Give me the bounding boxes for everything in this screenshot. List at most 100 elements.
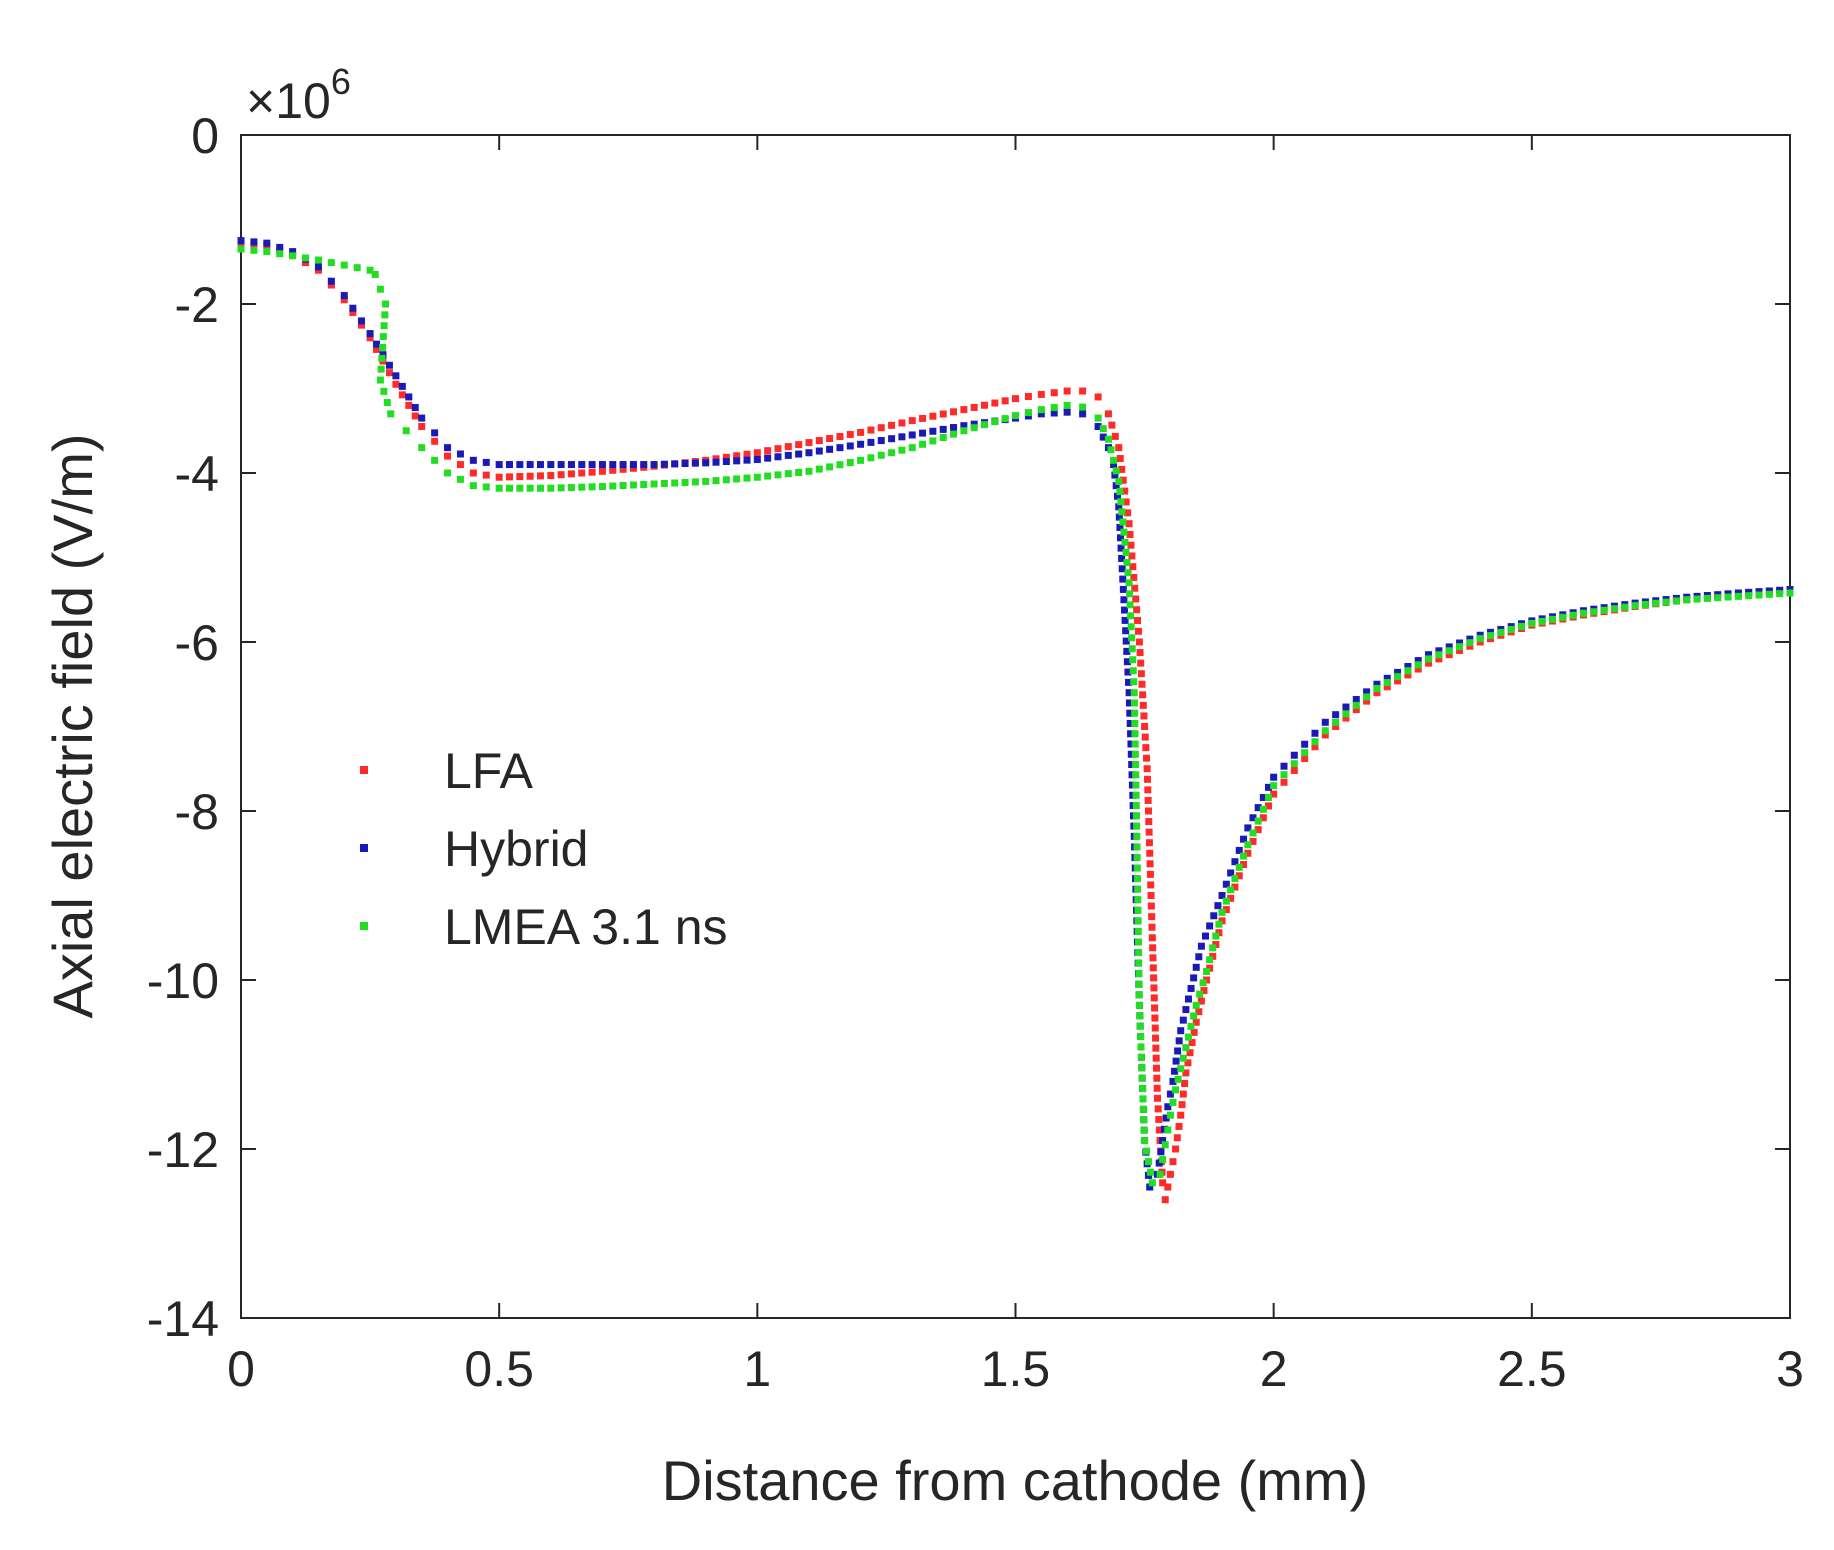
y-tick-label: -10 <box>147 953 219 1009</box>
data-point <box>1186 1049 1194 1057</box>
data-point <box>805 449 813 457</box>
y-tick-label: 0 <box>191 108 219 164</box>
data-point <box>1118 465 1126 473</box>
data-point <box>1466 639 1474 647</box>
data-point <box>1414 657 1422 665</box>
data-point <box>939 434 947 442</box>
data-point <box>1134 938 1142 946</box>
data-point <box>1124 668 1132 676</box>
data-point <box>619 461 627 469</box>
data-point <box>1169 1099 1177 1107</box>
y-tick-label: -14 <box>147 1291 219 1347</box>
data-point <box>1169 1158 1177 1166</box>
data-point <box>1119 585 1127 593</box>
y-exponent-label: ×106 <box>246 61 351 129</box>
data-point <box>1259 793 1267 801</box>
data-point <box>1164 1103 1172 1111</box>
data-point <box>1197 942 1205 950</box>
data-point <box>1138 1074 1146 1082</box>
data-point <box>1144 807 1152 815</box>
data-point <box>733 475 741 483</box>
data-point <box>1169 1077 1177 1085</box>
data-point <box>1121 606 1129 614</box>
data-point <box>1138 1064 1146 1072</box>
data-point <box>1159 1179 1167 1187</box>
data-point <box>1129 667 1137 675</box>
data-point <box>1125 678 1133 686</box>
legend-marker <box>360 922 368 930</box>
data-point <box>981 421 989 429</box>
data-point <box>1254 826 1262 834</box>
data-point <box>671 460 679 468</box>
data-point <box>805 467 813 475</box>
data-point <box>1249 829 1257 837</box>
data-point <box>1140 1126 1148 1134</box>
data-point <box>1466 635 1474 643</box>
data-point <box>1195 953 1203 961</box>
data-point <box>1149 944 1157 952</box>
data-point <box>557 471 565 479</box>
data-point <box>1151 1024 1159 1032</box>
data-point <box>815 465 823 473</box>
data-point <box>1172 1086 1180 1094</box>
data-point <box>1115 477 1123 485</box>
data-point <box>991 418 999 426</box>
data-point <box>1119 476 1127 484</box>
data-point <box>1139 1105 1147 1113</box>
data-point <box>650 480 658 488</box>
data-point <box>939 425 947 433</box>
data-point <box>1133 843 1141 851</box>
data-point <box>1134 906 1142 914</box>
data-point <box>795 468 803 476</box>
data-point <box>1192 1018 1200 1026</box>
data-point <box>526 472 534 480</box>
data-point <box>444 444 452 452</box>
data-point <box>1126 530 1134 538</box>
data-point <box>1435 655 1443 663</box>
data-point <box>1414 661 1422 669</box>
data-point <box>1621 603 1629 611</box>
data-point <box>1127 730 1135 738</box>
data-point <box>1383 674 1391 682</box>
data-point <box>289 248 297 256</box>
data-point <box>805 439 813 447</box>
data-point <box>1197 997 1205 1005</box>
data-point <box>1301 755 1309 763</box>
data-point <box>1050 389 1058 397</box>
data-point <box>349 304 357 312</box>
data-point <box>960 422 968 430</box>
data-point <box>774 445 782 453</box>
data-point <box>1157 1148 1165 1156</box>
data-point <box>1445 647 1453 655</box>
data-point <box>1196 990 1204 998</box>
data-point <box>908 431 916 439</box>
data-point <box>1113 492 1121 500</box>
y-tick-label: -8 <box>175 784 219 840</box>
data-point <box>1173 1134 1181 1142</box>
data-point <box>702 459 710 467</box>
data-point <box>357 317 365 325</box>
data-point <box>1117 544 1125 552</box>
data-point <box>898 419 906 427</box>
data-point <box>1222 906 1230 914</box>
data-point <box>764 447 772 455</box>
data-point <box>1672 597 1680 605</box>
data-point <box>505 473 513 481</box>
data-point <box>1136 649 1144 657</box>
data-point <box>1161 1196 1169 1204</box>
data-point <box>1143 754 1151 762</box>
data-point <box>1150 994 1158 1002</box>
data-point <box>482 471 490 479</box>
data-point <box>1132 812 1140 820</box>
data-point <box>598 467 606 475</box>
series-lmea-3-1-ns <box>237 245 1794 1187</box>
data-point <box>1116 534 1124 542</box>
data-point <box>1231 883 1239 891</box>
data-point <box>1734 592 1742 600</box>
data-point <box>826 463 834 471</box>
legend: LFA Hybrid LMEA 3.1 ns <box>360 743 728 955</box>
data-point <box>1120 596 1128 604</box>
data-point <box>1153 1064 1161 1072</box>
data-point <box>1414 665 1422 673</box>
data-point <box>991 399 999 407</box>
